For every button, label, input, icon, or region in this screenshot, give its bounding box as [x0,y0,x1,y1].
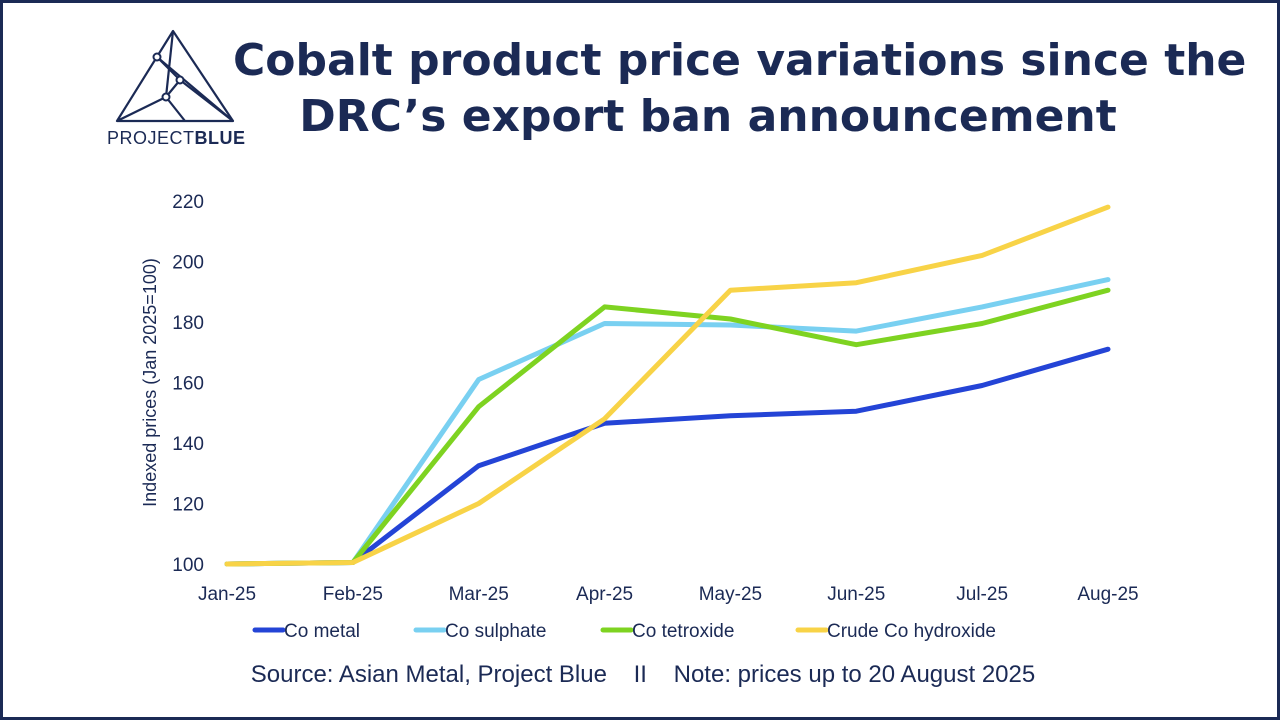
y-tick-label: 220 [172,192,204,213]
title-line-2: DRC’s export ban announcement [299,91,1117,142]
x-tick-label: Feb-25 [323,584,383,605]
source-note: Source: Asian Metal, Project Blue II Not… [250,661,1036,688]
x-tick-label: Aug-25 [1077,584,1138,605]
legend-label: Crude Co hydroxide [827,621,996,642]
legend-label: Co tetroxide [632,621,734,642]
project-blue-logo: PROJECTBLUE [107,25,245,155]
x-tick-label: Jun-25 [827,584,885,605]
brand-prefix: PROJECT [107,128,195,148]
title-line-1: Cobalt product price variations since th… [233,35,1247,86]
x-tick-label: Mar-25 [449,584,509,605]
y-tick-label: 120 [172,495,204,516]
x-tick-label: May-25 [699,584,762,605]
x-tick-label: Jan-25 [198,584,256,605]
series-line-crude-co-hydroxide [224,204,1111,567]
y-tick-label: 200 [172,253,204,274]
x-tick-label: Apr-25 [576,584,633,605]
brand-wordmark: PROJECTBLUE [107,128,245,149]
legend-label: Co sulphate [445,621,546,642]
x-tick-label: Jul-25 [956,584,1008,605]
chart-title: Cobalt product price variations since th… [233,33,1247,145]
legend-label: Co metal [284,621,360,642]
triangle-logo-icon [115,29,235,123]
brand-suffix: BLUE [194,128,246,148]
series-line-co-sulphate [224,277,1111,567]
series-line-co-metal [224,346,1111,567]
y-axis-label: Indexed prices (Jan 2025=100) [140,258,160,507]
line-chart: 100 120 140 160 180 200 220 Jan-25 Feb-25 Mar-25 A… [140,192,1139,642]
y-tick-label: 160 [172,374,204,395]
y-tick-label: 180 [172,313,204,334]
series-line-co-tetroxide [224,287,1111,567]
y-tick-label: 100 [172,555,204,576]
y-tick-label: 140 [172,434,204,455]
